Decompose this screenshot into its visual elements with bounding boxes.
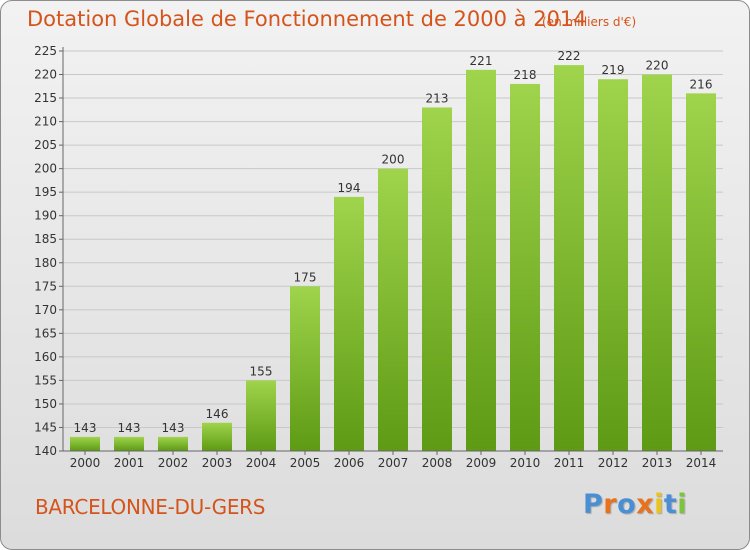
logo-letter: i bbox=[654, 489, 664, 520]
axes: 1401451501551601651701751801851901952002… bbox=[34, 44, 723, 470]
y-tick-label: 200 bbox=[34, 162, 57, 176]
y-tick-label: 220 bbox=[34, 68, 57, 82]
chart-title: Dotation Globale de Fonctionnement de 20… bbox=[27, 7, 587, 31]
logo-letter: r bbox=[603, 489, 618, 520]
x-tick-label: 2002 bbox=[158, 456, 189, 470]
value-label: 155 bbox=[250, 364, 273, 378]
y-tick-label: 155 bbox=[34, 373, 57, 387]
value-label: 200 bbox=[382, 153, 405, 167]
logo-letter: P bbox=[583, 489, 604, 520]
value-label: 143 bbox=[74, 421, 97, 435]
bar-2010 bbox=[510, 83, 540, 452]
y-tick-label: 180 bbox=[34, 256, 57, 270]
y-tick-label: 185 bbox=[34, 232, 57, 246]
bars: 143 143 143 146 155 175 194 200 213 221 218 222 219 2… bbox=[70, 49, 716, 452]
y-tick-label: 145 bbox=[34, 420, 57, 434]
y-tick-label: 170 bbox=[34, 303, 57, 317]
chart-unit: (en milliers d'€) bbox=[542, 15, 637, 29]
y-tick-label: 165 bbox=[34, 326, 57, 340]
logo-letter: t bbox=[663, 489, 678, 520]
bar-2002 bbox=[158, 436, 188, 451]
bar-2012 bbox=[598, 79, 628, 451]
x-tick-label: 2014 bbox=[686, 456, 717, 470]
value-label: 222 bbox=[558, 49, 581, 63]
bar-2011 bbox=[554, 65, 584, 451]
bar-2009 bbox=[466, 69, 496, 451]
y-tick-label: 140 bbox=[34, 444, 57, 458]
value-label: 218 bbox=[514, 68, 537, 82]
value-label: 143 bbox=[118, 421, 141, 435]
value-label: 221 bbox=[470, 54, 493, 68]
value-label: 213 bbox=[426, 91, 449, 105]
logo-letter: o bbox=[617, 489, 637, 520]
y-tick-label: 210 bbox=[34, 115, 57, 129]
proxiti-logo: Proxiti bbox=[583, 489, 687, 520]
value-label: 175 bbox=[294, 270, 317, 284]
logo-letter: x bbox=[636, 489, 655, 520]
bar-2013 bbox=[642, 74, 672, 451]
x-tick-label: 2003 bbox=[202, 456, 233, 470]
x-tick-label: 2011 bbox=[554, 456, 585, 470]
x-tick-label: 2000 bbox=[70, 456, 101, 470]
value-label: 220 bbox=[646, 59, 669, 73]
bar-2005 bbox=[290, 286, 320, 451]
bar-2006 bbox=[334, 196, 364, 451]
x-tick-label: 2010 bbox=[510, 456, 541, 470]
x-tick-label: 2013 bbox=[642, 456, 673, 470]
bar-2007 bbox=[378, 168, 408, 451]
bar-2004 bbox=[246, 380, 276, 451]
x-tick-label: 2012 bbox=[598, 456, 629, 470]
x-tick-label: 2009 bbox=[466, 456, 497, 470]
bar-2008 bbox=[422, 107, 452, 452]
x-tick-label: 2008 bbox=[422, 456, 453, 470]
y-tick-label: 195 bbox=[34, 185, 57, 199]
bar-2000 bbox=[70, 436, 100, 451]
value-label: 194 bbox=[338, 181, 361, 195]
value-label: 146 bbox=[206, 407, 229, 421]
y-tick-label: 225 bbox=[34, 44, 57, 58]
y-tick-label: 175 bbox=[34, 279, 57, 293]
bar-2014 bbox=[686, 93, 716, 452]
x-tick-label: 2001 bbox=[114, 456, 145, 470]
y-tick-label: 215 bbox=[34, 91, 57, 105]
x-tick-label: 2006 bbox=[334, 456, 365, 470]
bar-2003 bbox=[202, 422, 232, 451]
y-tick-label: 190 bbox=[34, 209, 57, 223]
y-tick-label: 150 bbox=[34, 397, 57, 411]
y-tick-label: 205 bbox=[34, 138, 57, 152]
bar-2001 bbox=[114, 436, 144, 451]
value-label: 143 bbox=[162, 421, 185, 435]
y-tick-label: 160 bbox=[34, 350, 57, 364]
place-name: BARCELONNE-DU-GERS bbox=[35, 495, 266, 519]
value-label: 219 bbox=[602, 63, 625, 77]
x-tick-label: 2007 bbox=[378, 456, 409, 470]
x-tick-label: 2005 bbox=[290, 456, 321, 470]
x-tick-label: 2004 bbox=[246, 456, 277, 470]
value-label: 216 bbox=[690, 77, 713, 91]
logo-letter: i bbox=[677, 489, 688, 520]
